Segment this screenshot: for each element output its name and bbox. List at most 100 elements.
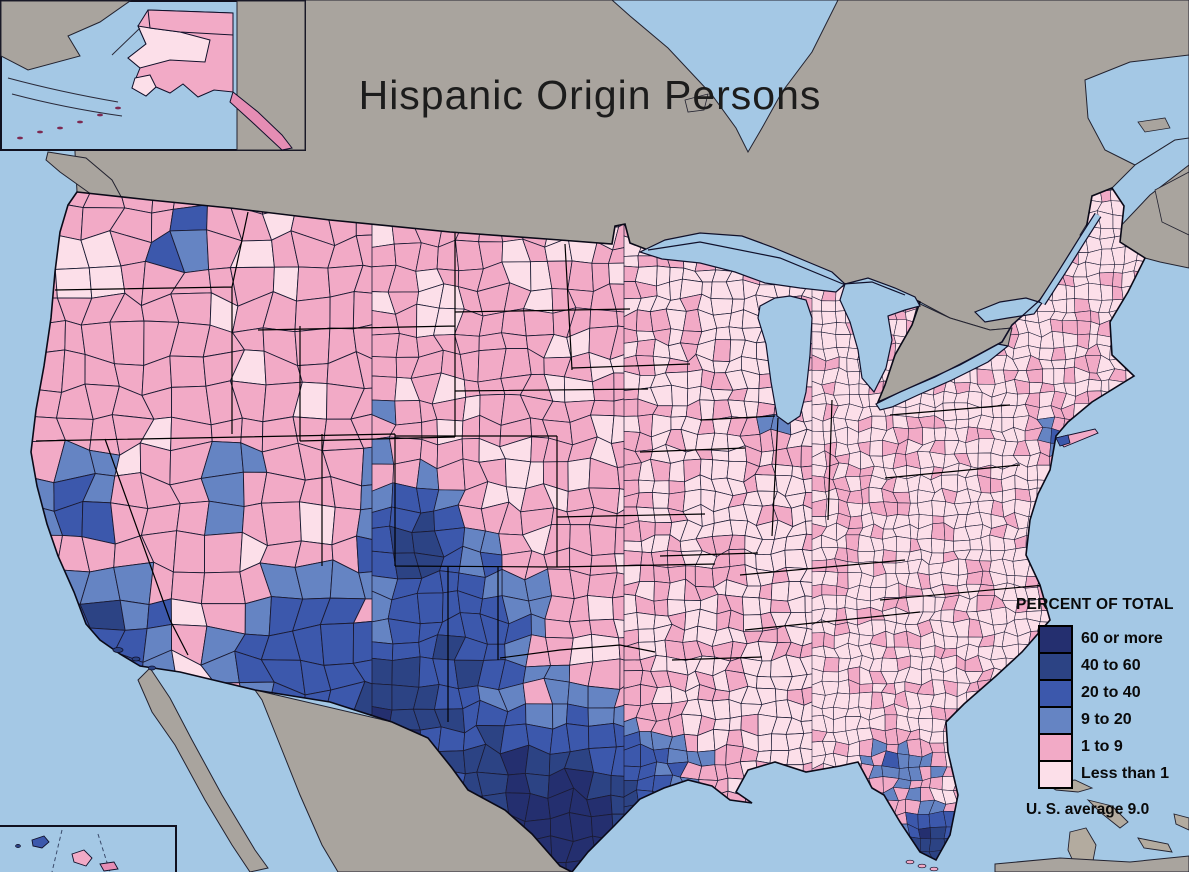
legend-swatch [1040, 735, 1071, 762]
county-cell [501, 308, 527, 337]
great-lakes [638, 232, 1043, 425]
county-cell [636, 492, 654, 509]
county-cell [371, 375, 398, 402]
county-cell [757, 733, 772, 752]
county-cell [476, 771, 509, 797]
county-cell [1053, 368, 1065, 386]
hawaii-inset-frame [0, 825, 177, 872]
county-cell [439, 570, 460, 594]
county-cell [811, 475, 826, 493]
county-cell [711, 459, 730, 480]
alaska-southwest-region [131, 74, 157, 97]
legend-label: 9 to 20 [1081, 711, 1132, 728]
county-cell [565, 703, 589, 727]
county-cell [651, 480, 670, 495]
county-cell [176, 500, 210, 536]
county-cell [906, 738, 923, 758]
legend-label: 60 or more [1081, 630, 1163, 647]
county-cell [847, 692, 860, 710]
lake-ontario [973, 297, 1043, 323]
county-cell [589, 553, 618, 576]
county-cell [299, 501, 336, 546]
county-cell [835, 334, 851, 349]
county-cell [394, 400, 423, 426]
county-cell [846, 371, 860, 386]
alaska-panhandle [229, 91, 293, 151]
legend-swatch [1040, 654, 1071, 681]
legend-label: 1 to 9 [1081, 738, 1123, 755]
legend-title: PERCENT OF TOTAL [1016, 596, 1174, 613]
legend-swatch [1040, 627, 1071, 654]
county-cell [917, 813, 931, 830]
county-cell [670, 405, 688, 418]
international-border-through-lakes [647, 241, 1041, 403]
county-cell [726, 729, 744, 748]
county-cell [88, 265, 126, 299]
county-cell [623, 612, 639, 632]
us-average-note: U. S. average 9.0 [1026, 801, 1150, 818]
county-cell [296, 266, 331, 302]
county-cell [857, 550, 875, 564]
county-cell [712, 312, 732, 329]
county-cell [623, 540, 643, 553]
county-cell [639, 564, 655, 582]
county-cell [371, 333, 400, 358]
county-cell [931, 522, 946, 541]
county-cell [741, 596, 762, 616]
county-cell [895, 561, 910, 574]
county-cell [653, 565, 671, 584]
county-cell [1100, 379, 1110, 393]
county-cell [296, 363, 329, 385]
county-cell [395, 332, 420, 358]
county-cell [835, 310, 846, 324]
legend-entries: 60 or more 40 to 60 20 to 40 9 to 20 1 to 9 L… [1038, 625, 1188, 789]
legend-label: 20 to 40 [1081, 684, 1141, 701]
hawaii-island-maui [71, 849, 93, 867]
siberia-landmass [0, 0, 132, 71]
legend: PERCENT OF TOTAL 60 or more 40 to 60 20 to… [1016, 596, 1188, 819]
county-cell [821, 584, 838, 596]
county-cell [651, 492, 670, 509]
prince-edward-island [1137, 117, 1171, 133]
county-cell [1074, 298, 1091, 313]
county-cell [859, 683, 874, 694]
county-cell [821, 310, 837, 325]
county-cell [822, 657, 840, 673]
county-cell [1050, 359, 1067, 370]
legend-swatch [1040, 681, 1071, 708]
county-cell [1074, 310, 1092, 322]
county-cell [686, 369, 703, 390]
baja-california-peninsula [137, 667, 269, 872]
county-cell [770, 581, 790, 602]
alaska-graticule-lines [7, 27, 141, 117]
county-cell [931, 538, 946, 554]
county-cell [569, 633, 594, 666]
county-cell [728, 715, 742, 731]
county-cell [729, 519, 749, 536]
legend-swatch-column [1038, 625, 1073, 789]
county-cell [821, 671, 840, 683]
county-cell [918, 827, 932, 840]
county-cell [811, 559, 828, 573]
county-cell [868, 486, 884, 504]
county-cell [54, 267, 93, 299]
county-cell [811, 430, 825, 445]
county-cell [635, 338, 656, 357]
county-cell [119, 599, 150, 631]
aleutian-islands [17, 106, 121, 140]
county-cell [477, 378, 506, 396]
county-cell [666, 748, 689, 765]
county-cell [1062, 332, 1078, 348]
county-cell [623, 398, 639, 417]
county-cell [371, 641, 394, 661]
county-cell [710, 298, 734, 316]
county-cell [567, 457, 591, 492]
county-cell [591, 633, 621, 663]
county-cell [711, 689, 730, 702]
county-cell [371, 657, 393, 686]
county-cell [371, 243, 397, 268]
county-cell [943, 635, 959, 650]
legend-label: 40 to 60 [1081, 657, 1141, 674]
county-cell [1066, 298, 1076, 314]
